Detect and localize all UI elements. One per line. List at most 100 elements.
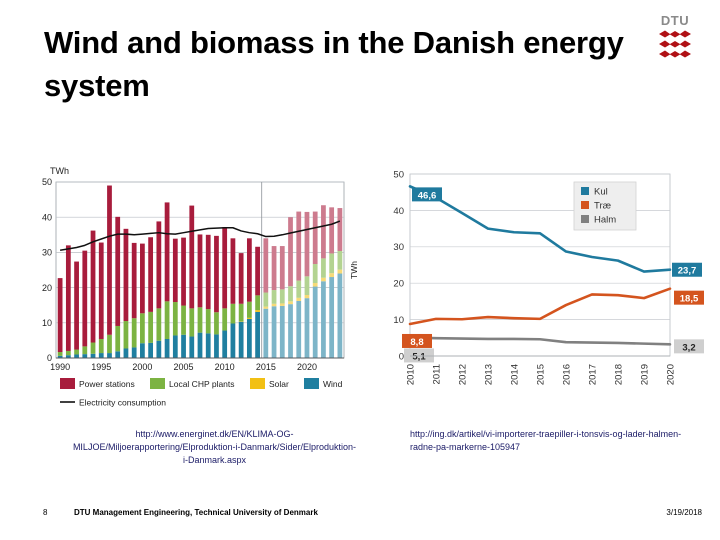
left-bar-segment <box>337 208 343 251</box>
right-series-line <box>408 185 672 273</box>
left-x-tick-label: 2000 <box>132 362 152 372</box>
left-bar-segment <box>140 313 145 344</box>
left-bar-segment <box>123 228 129 322</box>
footer-date: 3/19/2018 <box>666 508 702 517</box>
source-url-right[interactable]: http://ing.dk/artikel/vi-importerer-trae… <box>410 429 682 453</box>
dtu-wave-marks-icon <box>648 30 702 60</box>
left-bar-segment <box>296 300 302 358</box>
left-bar-segment <box>279 289 285 304</box>
left-legend-swatch <box>250 378 265 389</box>
left-bar-segment <box>304 294 310 299</box>
left-bar-segment <box>238 253 244 304</box>
left-legend-label: Wind <box>323 379 343 389</box>
left-bar-segment <box>172 302 178 336</box>
left-bar-segment <box>246 238 252 302</box>
left-x-tick-label: 2005 <box>174 362 194 372</box>
left-bar-segment <box>65 245 71 351</box>
right-data-label: 46,6 <box>418 190 437 201</box>
right-legend-label: Træ <box>594 201 612 212</box>
left-bar-segment <box>98 242 104 339</box>
page-title: Wind and biomass in the Danish energy sy… <box>44 25 624 103</box>
chart-biomass-and-coal-consumption: 0 10 20 30 40 50 46,6 23,7 8,8 18,5 5,1 3,2 Kul Træ Ha… <box>378 160 710 412</box>
left-bar-segment <box>189 308 195 337</box>
right-data-label: 5,1 <box>412 351 426 362</box>
left-bar-segment <box>312 283 318 287</box>
left-legend-label: Power stations <box>79 379 135 389</box>
left-bar-segment <box>246 301 252 318</box>
left-bar-segment <box>164 202 170 302</box>
left-bar-segment <box>90 230 96 343</box>
left-x-tick-label: 2015 <box>256 362 276 372</box>
left-bar-segment <box>304 298 310 358</box>
left-bar-segment <box>296 297 302 301</box>
left-bar-segment <box>148 342 154 358</box>
left-bar-segment <box>230 303 236 324</box>
right-legend-swatch <box>581 215 589 223</box>
right-data-label: 23,7 <box>678 266 697 277</box>
left-bar-segment <box>263 238 269 293</box>
left-legend-label: Local CHP plants <box>169 379 235 389</box>
left-bar-segment <box>337 250 343 270</box>
left-bar-segment <box>279 303 285 306</box>
left-bar-segment <box>222 308 228 331</box>
left-y-tick-label: 30 <box>42 248 52 258</box>
left-y-axis-label-right: TWh <box>349 261 359 279</box>
left-bar-segment <box>321 277 326 282</box>
left-y-tick-label: 40 <box>42 212 52 222</box>
right-x-tick-label: 2020 <box>666 364 677 385</box>
left-legend-label: Solar <box>269 379 289 389</box>
left-bar-segment <box>296 280 302 298</box>
left-bar-segment <box>279 305 285 358</box>
right-data-label: 3,2 <box>682 342 695 353</box>
left-bar-segment <box>321 205 326 259</box>
left-bar-segment <box>98 338 104 354</box>
right-data-label-box <box>402 333 432 348</box>
left-bar-segment <box>255 311 260 358</box>
left-bar-segment <box>238 303 244 322</box>
left-bar-segment <box>181 305 186 335</box>
left-y-tick-label: 0 <box>47 353 52 363</box>
left-bar-segment <box>156 308 162 341</box>
left-bar-segment <box>74 261 79 350</box>
left-bar-segment <box>329 253 335 274</box>
left-bar-segment <box>312 286 318 358</box>
left-bar-segment <box>74 354 79 358</box>
right-x-tick-label: 2010 <box>406 364 417 385</box>
right-data-label-box <box>672 262 702 277</box>
left-bar-segment <box>230 238 236 304</box>
left-bar-segment <box>140 243 145 314</box>
right-legend-label: Kul <box>594 187 608 198</box>
right-legend-swatch <box>581 187 589 195</box>
left-bar-segment <box>57 355 63 358</box>
right-data-label: 8,8 <box>410 337 423 348</box>
left-bar-segment <box>271 306 277 358</box>
right-y-tick-label: 40 <box>393 206 404 217</box>
left-bar-segment <box>115 325 121 352</box>
left-bar-segment <box>288 304 293 358</box>
left-bar-segment <box>115 216 121 326</box>
right-x-tick-label: 2015 <box>536 364 547 385</box>
left-bar-segment <box>312 264 318 284</box>
left-bar-segment <box>181 334 186 358</box>
right-y-tick-label: 50 <box>393 169 404 180</box>
source-url-left[interactable]: http://www.energinet.dk/EN/KLIMA-OG-MILJ… <box>72 429 357 466</box>
left-bar-segment <box>115 351 121 358</box>
right-x-tick-label: 2013 <box>484 364 495 385</box>
slide-footer: 8 DTU Management Engineering, Technical … <box>0 508 720 528</box>
left-y-tick-label: 20 <box>42 283 52 293</box>
left-bar-segment <box>65 350 71 356</box>
right-y-tick-label: 10 <box>393 315 404 326</box>
left-bar-segment <box>263 292 269 307</box>
left-bar-segment <box>90 342 96 354</box>
left-bar-segment <box>181 237 186 306</box>
left-bar-segment <box>329 273 335 278</box>
left-bar-segment <box>57 278 63 353</box>
left-bar-segment <box>304 276 310 295</box>
left-bar-segment <box>263 306 269 309</box>
left-y-axis-label: TWh <box>50 166 69 176</box>
right-x-tick-label: 2011 <box>432 364 443 384</box>
left-bar-segment <box>189 336 195 358</box>
left-bar-segment <box>107 185 112 335</box>
left-bar-segment <box>337 269 343 274</box>
left-bar-segment <box>321 258 326 278</box>
